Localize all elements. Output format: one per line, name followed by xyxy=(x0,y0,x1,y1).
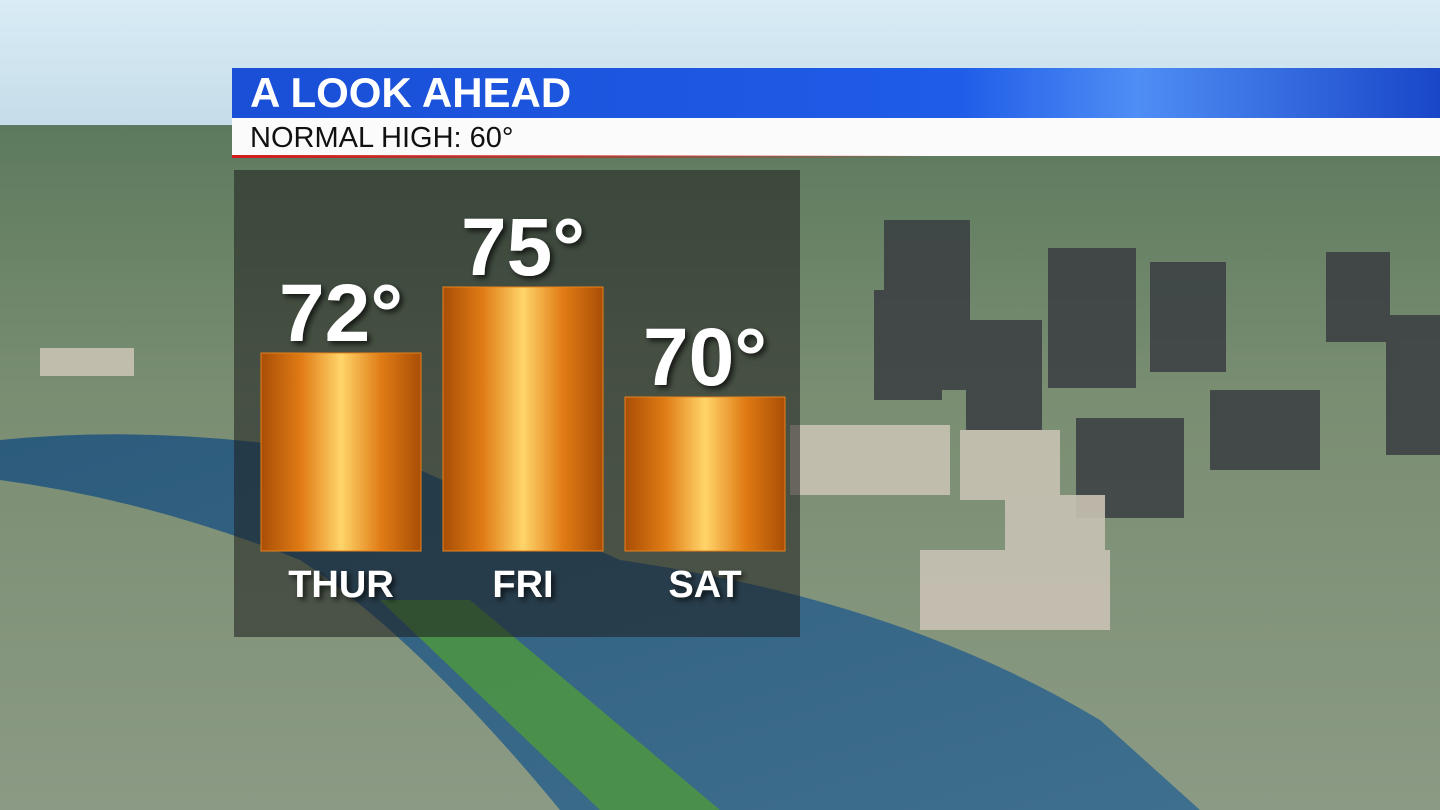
bar xyxy=(442,286,604,552)
category-label: FRI xyxy=(492,564,553,606)
subtitle-bar xyxy=(232,118,1440,156)
accent-line xyxy=(232,155,932,158)
low-buildings xyxy=(40,348,1110,630)
category-label: SAT xyxy=(668,564,741,606)
chart-subtitle: NORMAL HIGH: 60° xyxy=(250,122,514,154)
value-label: 70° xyxy=(643,312,767,403)
park xyxy=(380,600,720,810)
bar xyxy=(260,352,422,552)
value-label: 72° xyxy=(279,268,403,359)
title-bar xyxy=(232,68,1440,118)
plot-area: 72° THUR 75° FRI 70° SAT xyxy=(260,202,786,606)
value-label: 75° xyxy=(461,202,585,293)
buildings xyxy=(874,220,1440,518)
bar xyxy=(624,396,786,552)
chart-title: A LOOK AHEAD xyxy=(250,69,571,116)
category-label: THUR xyxy=(288,564,394,606)
